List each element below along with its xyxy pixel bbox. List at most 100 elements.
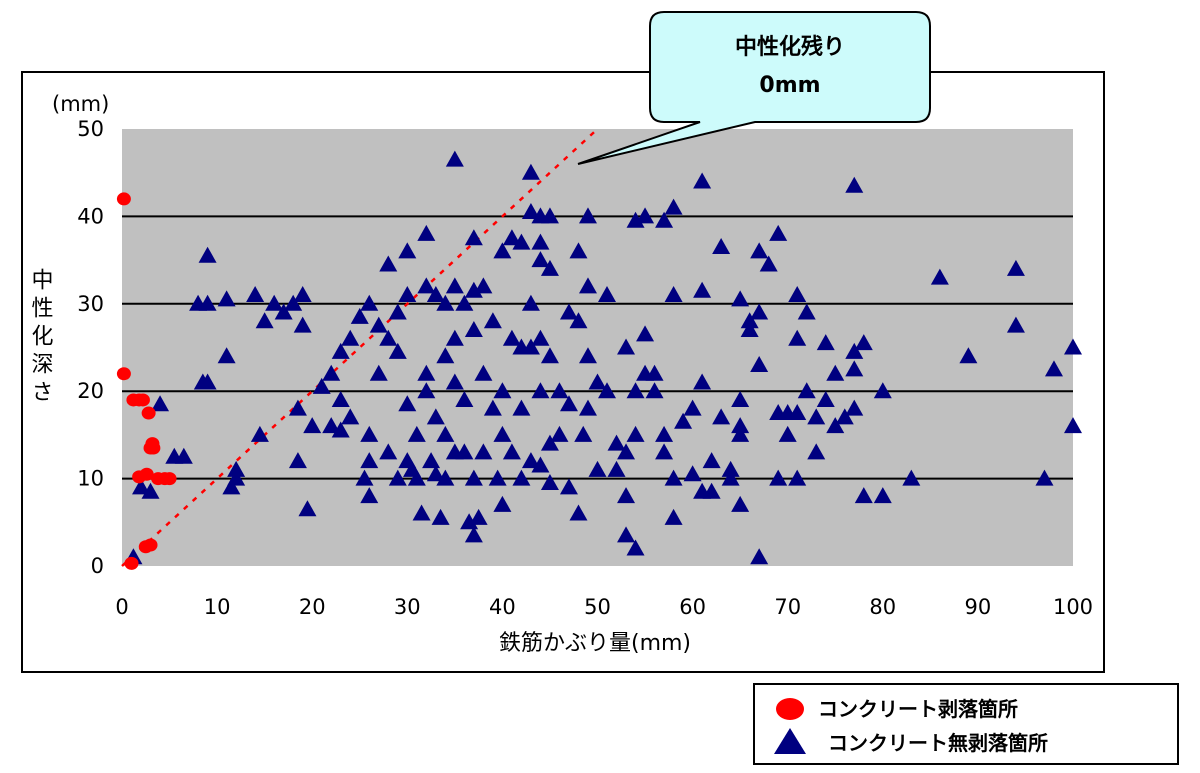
point-no-spall [1064,338,1082,355]
point-no-spall [132,478,151,495]
point-no-spall [645,382,664,399]
point-no-spall [845,360,864,377]
data-points [116,150,1082,570]
point-no-spall [559,395,578,412]
y-tick-label: 0 [91,554,104,578]
point-no-spall [521,452,540,469]
point-no-spall [502,229,521,246]
point-no-spall [550,382,569,399]
x-tick-label: 0 [115,595,128,619]
plot-area [122,129,1073,566]
point-no-spall [493,495,512,512]
point-no-spall [816,390,835,407]
point-no-spall [578,399,597,416]
point-no-spall [445,150,464,167]
point-no-spall [322,364,341,381]
x-tick-label: 10 [204,595,231,619]
point-no-spall [436,425,455,442]
point-no-spall [331,390,350,407]
point-no-spall [369,364,388,381]
point-no-spall [683,465,702,482]
point-no-spall [388,342,407,359]
point-no-spall [483,312,502,329]
point-no-spall [873,487,892,504]
point-no-spall [464,229,483,246]
point-no-spall [540,207,559,224]
point-no-spall [902,469,921,486]
point-no-spall [559,303,578,320]
point-no-spall [1064,417,1082,434]
point-spall [116,192,131,206]
point-no-spall [569,242,588,259]
point-no-spall [531,233,550,250]
point-no-spall [217,290,236,307]
point-no-spall [198,373,217,390]
point-no-spall [664,286,683,303]
point-no-spall [807,443,826,460]
point-no-spall [417,382,436,399]
point-no-spall [626,425,645,442]
callout-line1: 中性化残り [735,34,845,60]
point-no-spall [369,316,388,333]
point-no-spall [617,526,636,543]
x-tick-label: 100 [1053,595,1093,619]
point-no-spall [417,277,436,294]
point-no-spall [1044,360,1063,377]
point-no-spall [379,255,398,272]
x-axis-title: 鉄筋かぶり量(mm) [499,631,691,656]
point-no-spall [769,469,788,486]
point-no-spall [712,408,731,425]
point-no-spall [626,382,645,399]
point-spall [143,538,158,552]
point-spall [146,441,161,455]
point-no-spall [540,259,559,276]
point-spall [141,406,156,420]
point-no-spall [750,355,769,372]
point-no-spall [469,508,488,525]
point-no-spall [540,347,559,364]
point-spall [116,367,131,381]
point-no-spall [655,425,674,442]
point-no-spall [626,539,645,556]
point-no-spall [350,307,369,324]
point-no-spall [930,268,949,285]
x-tick-label: 40 [489,595,516,619]
point-no-spall [588,373,607,390]
x-tick-label: 80 [869,595,896,619]
legend: コンクリート剥落箇所 コンクリート無剥落箇所 [753,683,1179,765]
point-no-spall [693,281,712,298]
y-tick-label: 30 [77,292,104,316]
point-no-spall [664,469,683,486]
point-no-spall [341,408,360,425]
point-no-spall [559,478,578,495]
point-no-spall [531,251,550,268]
point-no-spall [445,373,464,390]
point-no-spall [493,382,512,399]
point-no-spall [460,513,479,530]
point-no-spall [712,237,731,254]
point-spall [135,393,150,407]
point-no-spall [816,334,835,351]
point-no-spall [488,469,507,486]
point-no-spall [845,342,864,359]
point-no-spall [845,399,864,416]
point-no-spall [617,443,636,460]
point-no-spall [417,224,436,241]
point-no-spall [288,399,307,416]
point-no-spall [431,508,450,525]
point-no-spall [246,286,265,303]
point-no-spall [379,329,398,346]
point-no-spall [217,347,236,364]
point-no-spall [721,469,740,486]
point-no-spall [531,456,550,473]
point-no-spall [1006,259,1025,276]
point-no-spall [788,469,807,486]
point-no-spall [750,242,769,259]
point-no-spall [293,286,312,303]
point-no-spall [341,329,360,346]
point-no-spall [797,303,816,320]
point-no-spall [250,425,269,442]
point-no-spall [379,443,398,460]
point-no-spall [398,286,417,303]
